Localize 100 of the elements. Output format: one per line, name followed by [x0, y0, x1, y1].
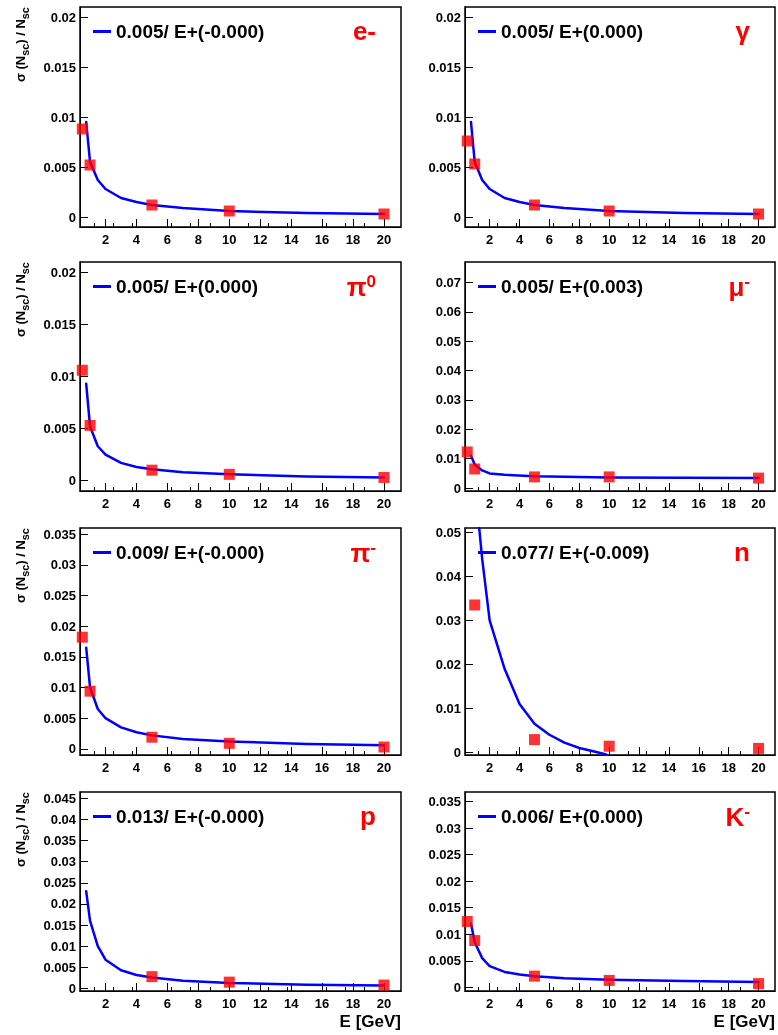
- y-tick-label: 0.045: [43, 790, 76, 806]
- y-tick-label: 0.025: [428, 847, 461, 863]
- y-tick-label: 0.01: [435, 700, 461, 716]
- x-tick-label: 18: [345, 232, 361, 247]
- y-tick-label: 0.025: [43, 587, 76, 603]
- x-tick-label: 4: [132, 232, 141, 247]
- y-tick-label: 0.02: [50, 9, 76, 25]
- legend-label: 0.009/ E+(-0.000): [116, 542, 265, 563]
- x-tick-label: 8: [194, 996, 202, 1011]
- x-tick-label: 18: [721, 996, 736, 1011]
- y-tick-label: 0.005: [43, 159, 76, 175]
- point: [223, 205, 235, 217]
- chart-title: p: [360, 801, 377, 831]
- y-tick-label: 0.03: [435, 392, 461, 408]
- x-tick-label: 8: [575, 232, 583, 247]
- x-tick-label: 2: [486, 996, 494, 1011]
- x-tick-label: 10: [222, 996, 237, 1011]
- x-tick-label: 20: [376, 496, 392, 511]
- x-tick-label: 10: [222, 760, 237, 775]
- y-tick-label: 0: [453, 979, 461, 995]
- x-tick-label: 14: [283, 232, 300, 247]
- x-tick-label: 16: [691, 496, 707, 511]
- x-tick-label: 16: [691, 760, 707, 775]
- legend-label: 0.077/ E+(-0.009): [501, 542, 650, 563]
- point: [528, 471, 540, 483]
- point: [753, 208, 765, 220]
- x-tick-label: 8: [575, 496, 583, 511]
- point: [753, 978, 765, 990]
- x-tick-label: 2: [101, 496, 110, 511]
- point: [378, 471, 390, 483]
- point: [378, 741, 390, 753]
- x-tick-label: 20: [751, 996, 766, 1011]
- x-tick-label: 20: [376, 760, 392, 775]
- x-tick-label: 10: [601, 760, 617, 775]
- x-tick-label: 18: [721, 496, 736, 511]
- point: [84, 159, 96, 171]
- y-tick-label: 0.02: [435, 873, 461, 889]
- x-tick-label: 10: [601, 232, 617, 247]
- y-tick-label: 0: [68, 741, 76, 757]
- legend-label: 0.005/ E+(0.000): [116, 276, 259, 297]
- x-tick-label: 20: [751, 496, 766, 511]
- x-tick-label: 2: [101, 760, 110, 775]
- y-tick-label: 0: [453, 209, 461, 225]
- x-tick-label: 4: [132, 496, 141, 511]
- x-tick-label: 8: [575, 760, 583, 775]
- x-tick-label: 6: [163, 760, 172, 775]
- x-tick-label: 20: [376, 232, 392, 247]
- x-tick-label: 6: [163, 996, 172, 1011]
- y-tick-label: 0: [453, 480, 461, 496]
- y-tick-label: 0.025: [43, 875, 76, 891]
- point: [378, 208, 390, 220]
- x-tick-label: 14: [661, 760, 677, 775]
- point: [469, 599, 481, 611]
- point: [223, 468, 235, 480]
- legend-label: 0.006/ E+(0.000): [501, 806, 644, 827]
- legend-label: 0.005/ E+(0.003): [501, 276, 644, 297]
- y-tick-label: 0.035: [428, 794, 461, 810]
- y-tick-label: 0: [68, 473, 76, 489]
- y-tick-label: 0.01: [435, 109, 461, 125]
- point: [528, 970, 540, 982]
- point: [223, 737, 235, 749]
- x-tick-label: 2: [486, 232, 494, 247]
- y-tick-label: 0.02: [435, 421, 461, 437]
- y-tick-label: 0.02: [50, 896, 76, 912]
- y-tick-label: 0.02: [435, 9, 461, 25]
- x-axis-title: E [GeV]: [713, 1012, 775, 1031]
- x-tick-label: 8: [194, 496, 202, 511]
- point: [753, 742, 765, 754]
- x-tick-label: 10: [222, 232, 237, 247]
- point: [603, 471, 615, 483]
- y-tick-label: 0.02: [435, 656, 461, 672]
- x-tick-label: 6: [163, 232, 172, 247]
- legend-label: 0.005/ E+(-0.000): [116, 21, 265, 42]
- y-tick-label: 0.01: [435, 451, 461, 467]
- chart-title: γ: [735, 16, 751, 46]
- x-tick-label: 20: [751, 232, 766, 247]
- point: [753, 472, 765, 484]
- x-tick-label: 14: [283, 996, 300, 1011]
- x-tick-label: 14: [283, 760, 300, 775]
- point: [603, 974, 615, 986]
- point: [469, 463, 481, 475]
- point: [461, 135, 473, 147]
- x-tick-label: 6: [163, 496, 172, 511]
- x-tick-label: 18: [721, 760, 736, 775]
- y-tick-label: 0.005: [428, 953, 461, 969]
- x-tick-label: 12: [631, 232, 647, 247]
- y-tick-label: 0.01: [50, 680, 76, 696]
- x-tick-label: 14: [661, 232, 677, 247]
- x-tick-label: 4: [515, 996, 524, 1011]
- x-tick-label: 12: [631, 496, 647, 511]
- y-tick-label: 0.015: [43, 316, 76, 332]
- x-tick-label: 10: [601, 996, 617, 1011]
- x-tick-label: 14: [661, 496, 677, 511]
- point: [461, 446, 473, 458]
- chart-title: K-: [725, 802, 751, 833]
- point: [528, 199, 540, 211]
- y-tick-label: 0.005: [43, 959, 76, 975]
- y-tick-label: 0.03: [50, 557, 76, 573]
- y-tick-label: 0.015: [428, 900, 461, 916]
- x-tick-label: 16: [314, 496, 330, 511]
